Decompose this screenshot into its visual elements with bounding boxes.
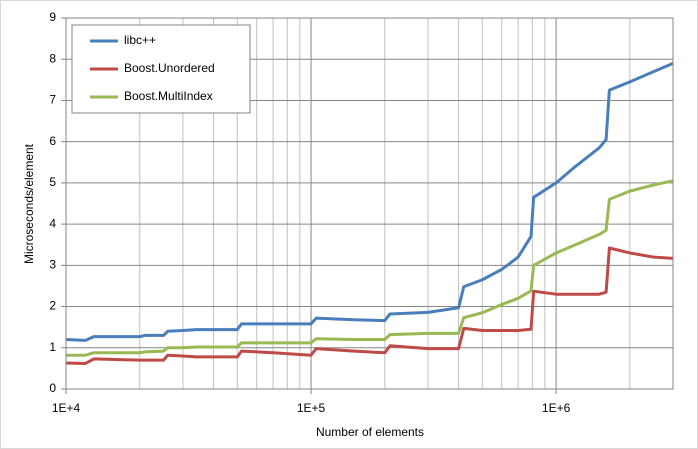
y-tick-label: 8 bbox=[49, 51, 56, 65]
y-tick-label: 2 bbox=[49, 299, 56, 313]
legend-label: libc++ bbox=[124, 33, 156, 47]
legend-label: Boost.MultiIndex bbox=[124, 89, 213, 103]
y-axis-label: Microseconds/element bbox=[22, 143, 36, 264]
x-axis-label: Number of elements bbox=[316, 425, 424, 439]
y-tick-label: 0 bbox=[49, 381, 56, 395]
x-tick-label: 1E+6 bbox=[542, 401, 571, 415]
plot-border bbox=[65, 17, 674, 390]
legend: libc++ Boost.Unordered Boost.MultiIndex bbox=[71, 24, 251, 114]
ticks: 0 1 2 3 4 5 6 7 8 9 1E+4 1E+5 1E+6 bbox=[49, 10, 570, 415]
x-tick-label: 1E+4 bbox=[52, 401, 81, 415]
y-tick-label: 5 bbox=[49, 175, 56, 189]
series-line bbox=[65, 246, 674, 365]
y-tick-label: 7 bbox=[49, 93, 56, 107]
series-line bbox=[65, 61, 674, 342]
lines bbox=[65, 61, 674, 365]
y-tick-label: 1 bbox=[49, 340, 56, 354]
x-tick-label: 1E+5 bbox=[297, 401, 326, 415]
y-tick-label: 4 bbox=[49, 216, 56, 230]
y-tick-label: 3 bbox=[49, 258, 56, 272]
y-tick-label: 6 bbox=[49, 134, 56, 148]
legend-label: Boost.Unordered bbox=[124, 61, 215, 75]
y-tick-label: 9 bbox=[49, 10, 56, 24]
series-line bbox=[66, 179, 674, 357]
